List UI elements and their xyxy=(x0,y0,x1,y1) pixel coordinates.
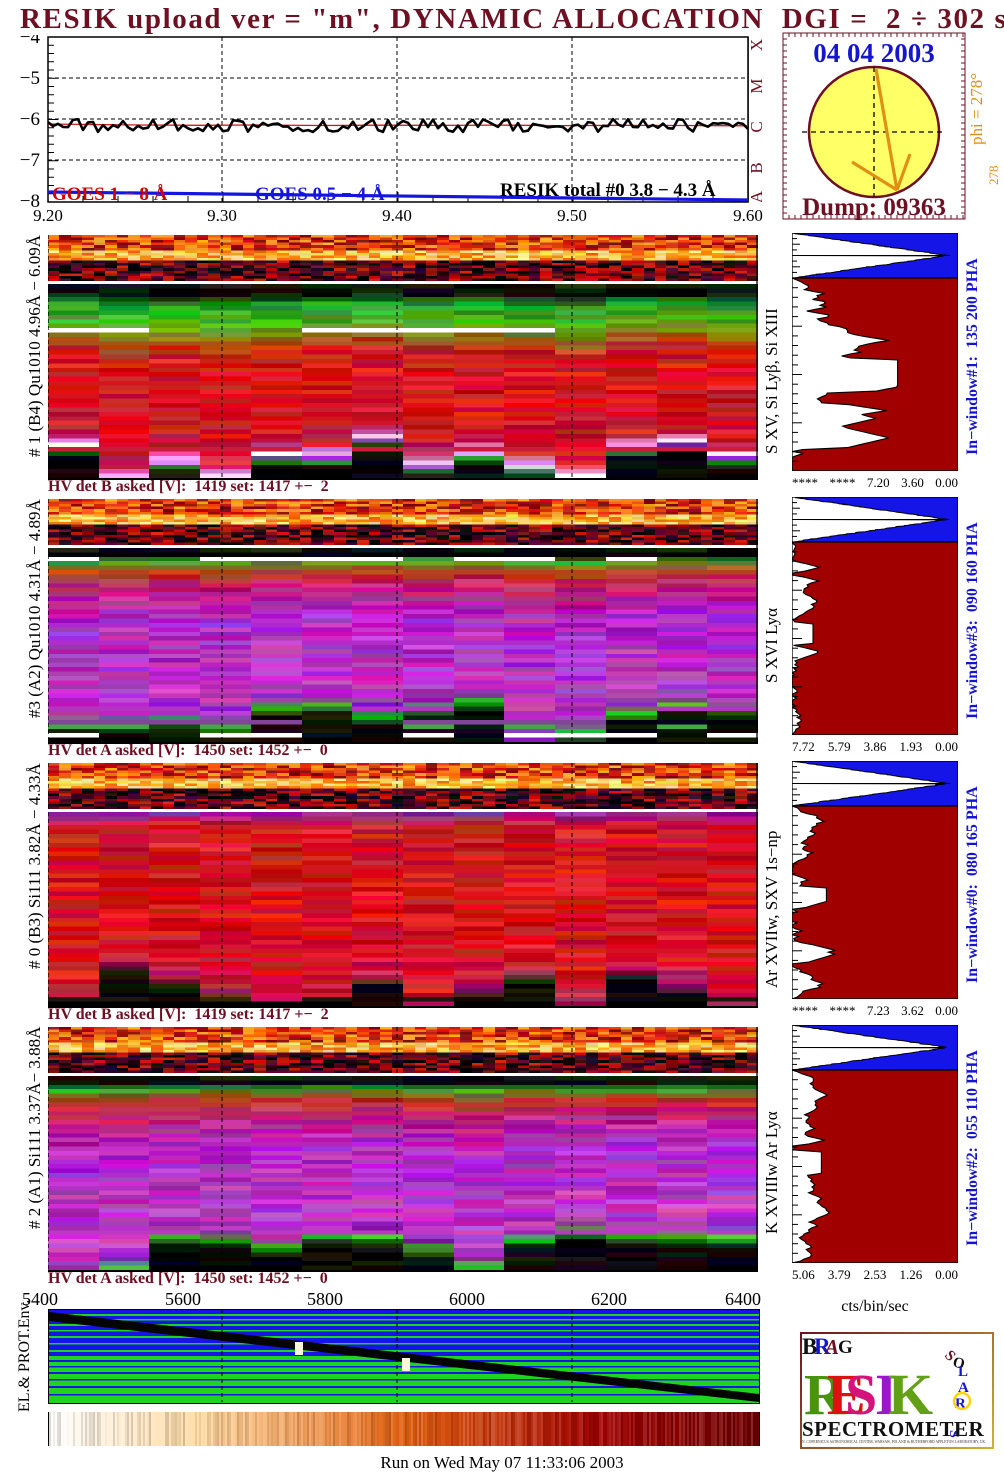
svg-text:9.30: 9.30 xyxy=(207,206,237,225)
svg-text:RESIK total #0 3.8 − 4.3 Å: RESIK total #0 3.8 − 4.3 Å xyxy=(500,180,716,201)
svg-text:9.60: 9.60 xyxy=(733,206,763,225)
svg-text:X: X xyxy=(748,39,766,51)
svg-text:GOES 0.5 − 4 Å: GOES 0.5 − 4 Å xyxy=(255,184,385,205)
svg-text:G: G xyxy=(838,1337,853,1358)
svg-text:N. COPERNICUS ASTRONOMICAL CEN: N. COPERNICUS ASTRONOMICAL CENTER, WARSA… xyxy=(802,1440,985,1445)
svg-text:9.50: 9.50 xyxy=(557,206,587,225)
svg-text:SPECTROMETER: SPECTROMETER xyxy=(802,1417,985,1441)
svg-text:A: A xyxy=(823,1335,839,1359)
svg-text:B: B xyxy=(748,162,766,173)
svg-text:Dump: 09363: Dump: 09363 xyxy=(802,194,946,220)
svg-text:−6: −6 xyxy=(20,109,40,130)
svg-text:L: L xyxy=(958,1364,968,1380)
svg-text:GOES 1 − 8 Å: GOES 1 − 8 Å xyxy=(52,184,168,205)
svg-text:M: M xyxy=(748,78,766,93)
svg-text:9.20: 9.20 xyxy=(33,206,63,225)
svg-text:C: C xyxy=(748,121,766,132)
svg-text:04 04 2003: 04 04 2003 xyxy=(813,38,935,68)
svg-text:−4: −4 xyxy=(20,35,41,48)
svg-text:A: A xyxy=(748,190,766,202)
svg-text:−5: −5 xyxy=(20,68,40,89)
svg-text:−7: −7 xyxy=(20,150,40,171)
svg-text:9.40: 9.40 xyxy=(382,206,412,225)
